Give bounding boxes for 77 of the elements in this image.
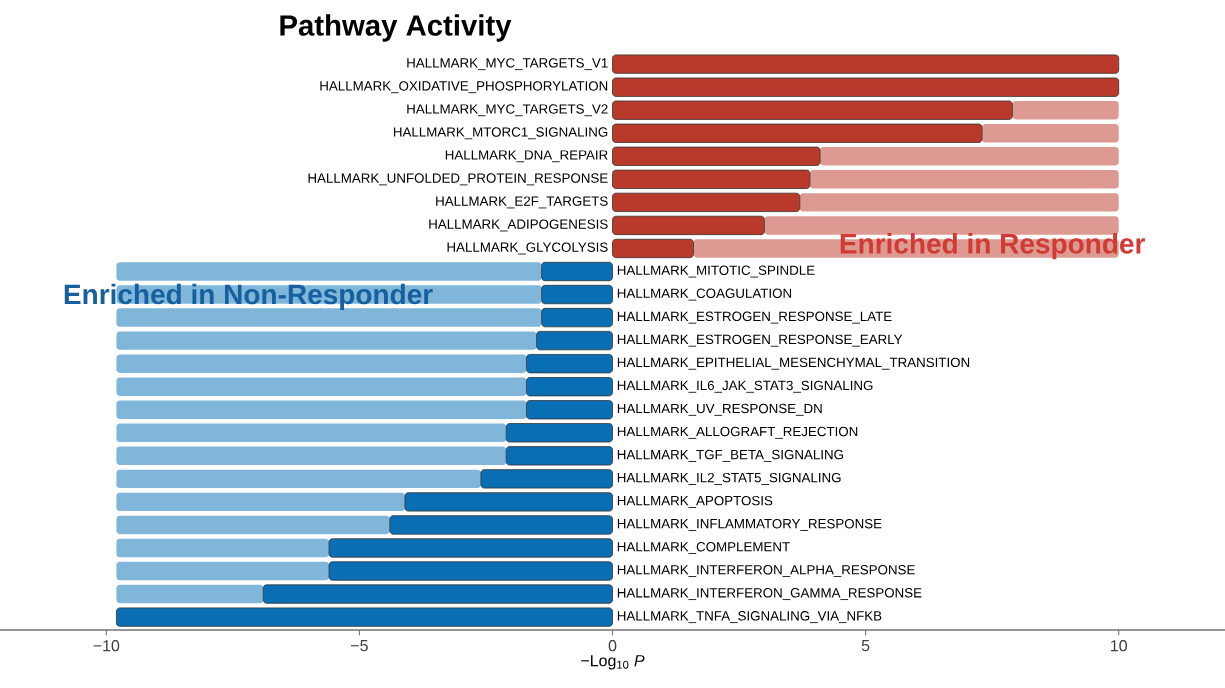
bar [820, 147, 1119, 166]
bar [116, 400, 527, 419]
bar [262, 584, 613, 604]
bar [1012, 100, 1119, 120]
bar [116, 515, 390, 535]
y-tick-label: HALLMARK_DNA_REPAIR [445, 150, 608, 163]
y-tick-label: HALLMARK_TGF_BETA_SIGNALING [617, 449, 843, 462]
bar [505, 423, 613, 443]
bar [612, 54, 1120, 74]
x-tick-label: 10 [1111, 640, 1127, 652]
y-tick-label: HALLMARK_INTERFERON_GAMMA_RESPONSE [617, 588, 922, 601]
bar [328, 538, 613, 558]
bar [116, 469, 481, 489]
bar [116, 538, 330, 558]
bar [612, 192, 801, 212]
y-tick-label: HALLMARK_COMPLEMENT [617, 542, 790, 554]
y-tick-label: HALLMARK_ESTROGEN_RESPONSE_EARLY [617, 334, 903, 347]
bar [404, 492, 613, 512]
y-tick-label: HALLMARK_EPITHELIAL_MESENCHYMAL_TRANSITION [617, 357, 970, 370]
y-tick-label: HALLMARK_E2F_TARGETS [436, 196, 608, 209]
bar [116, 561, 330, 581]
bar [116, 492, 405, 512]
bar [799, 193, 1119, 212]
bar [389, 515, 613, 535]
bar [116, 446, 507, 466]
bar [612, 215, 765, 236]
bar [116, 377, 527, 396]
bar [116, 584, 264, 604]
bar [541, 307, 613, 328]
chart-title: Pathway Activity [280, 14, 512, 42]
bar [541, 284, 613, 305]
bar [526, 377, 613, 397]
bar [526, 400, 613, 420]
y-tick-label: HALLMARK_IL2_STAT5_SIGNALING [617, 472, 841, 485]
bar [116, 423, 507, 442]
y-tick-label: HALLMARK_INTERFERON_ALPHA_RESPONSE [617, 565, 915, 577]
y-tick-label: HALLMARK_INFLAMMATORY_RESPONSE [617, 518, 882, 531]
bar [541, 261, 613, 282]
bar [116, 354, 527, 373]
bar [764, 216, 1119, 235]
y-tick-label: HALLMARK_APOPTOSIS [617, 495, 773, 508]
y-tick-label: HALLMARK_UNFOLDED_PROTEIN_RESPONSE [308, 173, 608, 186]
bar [480, 469, 613, 489]
y-tick-label: HALLMARK_OXIDATIVE_PHOSPHORYLATION [320, 81, 608, 94]
bar [505, 446, 613, 466]
bar [116, 607, 613, 627]
bar [612, 77, 1120, 97]
x-tick-label: 0 [608, 640, 617, 652]
y-tick-label: HALLMARK_MTORC1_SIGNALING [393, 127, 608, 140]
bar [612, 146, 821, 166]
bar [612, 123, 983, 143]
y-tick-label: HALLMARK_COAGULATION [617, 288, 792, 301]
bar [116, 308, 542, 327]
y-tick-label: HALLMARK_UV_RESPONSE_DN [617, 403, 822, 416]
y-tick-label: HALLMARK_IL6_JAK_STAT3_SIGNALING [617, 380, 873, 393]
bar [612, 169, 811, 189]
bar [612, 100, 1013, 120]
x-axis-title: −Log$_{10}$ P [581, 655, 645, 670]
bar [526, 354, 613, 374]
bar [982, 124, 1119, 143]
x-tick-label: −10 [93, 640, 120, 652]
y-tick-label: HALLMARK_ADIPOGENESIS [429, 219, 608, 232]
x-tick-label: 5 [861, 640, 870, 652]
y-tick-label: HALLMARK_ESTROGEN_RESPONSE_LATE [617, 311, 892, 324]
bar [612, 238, 694, 259]
y-tick-label: HALLMARK_ALLOGRAFT_REJECTION [617, 426, 858, 439]
bar [116, 331, 537, 350]
bar [536, 331, 613, 351]
y-tick-label: HALLMARK_MYC_TARGETS_V1 [407, 58, 608, 71]
bar [809, 170, 1119, 189]
x-tick-label: −5 [351, 640, 368, 652]
bar [116, 262, 542, 281]
y-tick-label: HALLMARK_GLYCOLYSIS [447, 242, 608, 255]
y-tick-label: HALLMARK_MITOTIC_SPINDLE [617, 265, 815, 278]
bar [328, 561, 613, 581]
y-tick-label: HALLMARK_MYC_TARGETS_V2 [407, 104, 608, 117]
y-tick-label: HALLMARK_TNFA_SIGNALING_VIA_NFKB [617, 611, 882, 624]
